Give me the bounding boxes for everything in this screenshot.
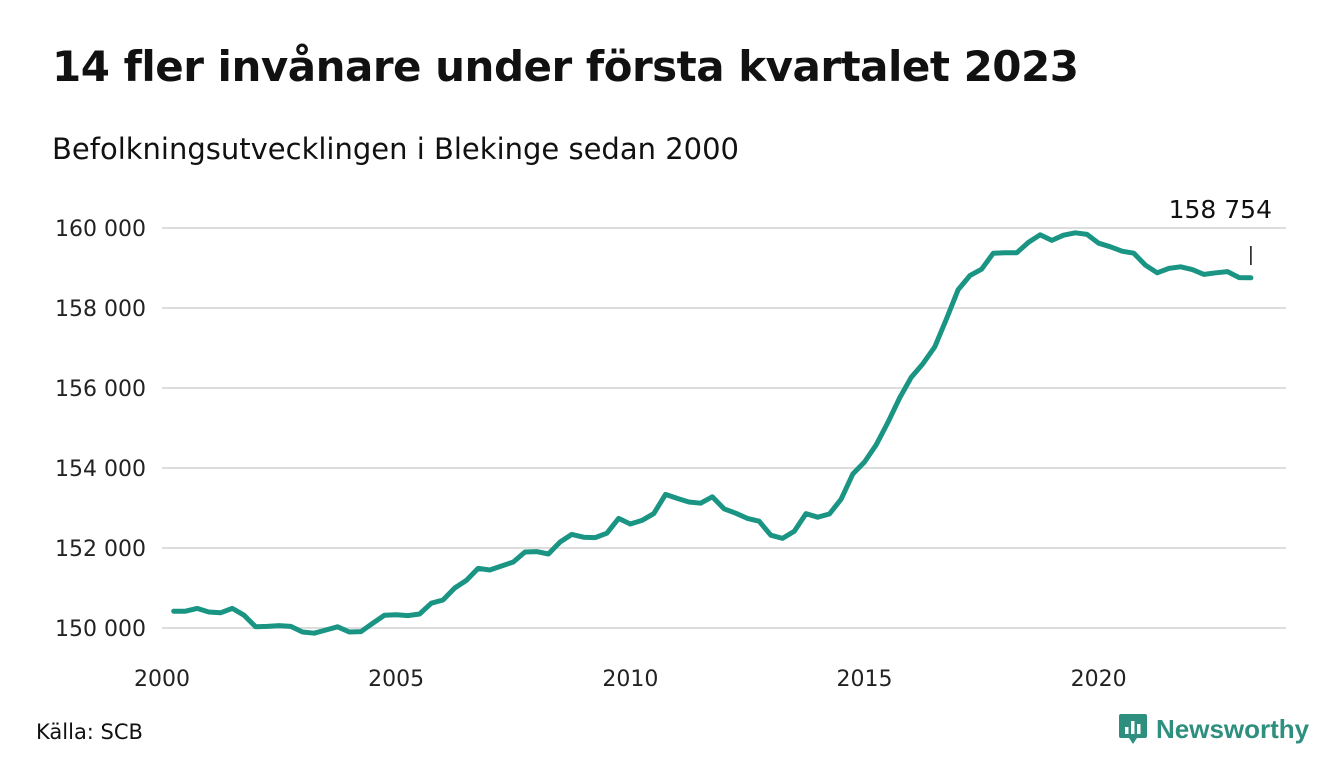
y-tick-label: 156 000: [55, 377, 146, 402]
source-label: Källa: SCB: [36, 720, 143, 744]
y-tick-label: 158 000: [55, 297, 146, 322]
gridlines: [162, 227, 1286, 629]
brand-logo[interactable]: Newsworthy: [1118, 712, 1309, 746]
y-tick-label: 154 000: [55, 457, 146, 482]
end-annotation: 158 754: [1169, 195, 1272, 265]
x-axis-tick-labels: 2000 2005 2010 2015 2020: [134, 667, 1127, 692]
chart-subtitle: Befolkningsutvecklingen i Blekinge sedan…: [52, 132, 740, 166]
y-tick-label: 152 000: [55, 537, 146, 562]
x-tick-label: 2010: [602, 667, 658, 692]
brand-name: Newsworthy: [1156, 713, 1310, 744]
population-series-line: [171, 230, 1254, 636]
x-tick-label: 2020: [1071, 667, 1127, 692]
x-tick-label: 2000: [134, 667, 190, 692]
end-value-label: 158 754: [1169, 195, 1272, 224]
newsworthy-logo-icon: [1119, 714, 1147, 744]
y-tick-label: 150 000: [55, 617, 146, 642]
series-layer: [171, 230, 1254, 636]
y-tick-label: 160 000: [55, 217, 146, 242]
x-tick-label: 2015: [837, 667, 893, 692]
y-axis-tick-labels: 150 000 152 000 154 000 156 000 158 000 160 0…: [55, 217, 146, 642]
chart-title: 14 fler invånare under första kvartalet …: [52, 42, 1079, 91]
x-tick-label: 2005: [368, 667, 424, 692]
